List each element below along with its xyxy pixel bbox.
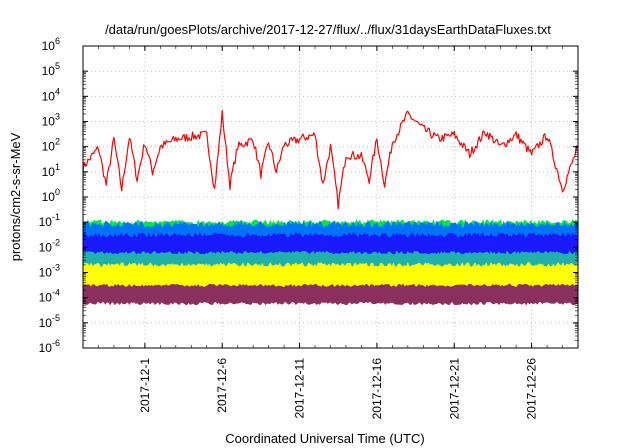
x-tick-label: 2017-12-26 bbox=[525, 358, 539, 420]
y-tick-label: 104 bbox=[42, 86, 60, 103]
y-tick-label: 105 bbox=[42, 61, 60, 78]
y-axis-label: protons/cm2-s-sr-MeV bbox=[8, 132, 23, 261]
tick-marks bbox=[83, 45, 578, 349]
y-tick-label: 103 bbox=[42, 112, 60, 129]
y-tick-label: 10-1 bbox=[39, 212, 60, 229]
x-tick-label: 2017-12-21 bbox=[447, 358, 461, 420]
chart-title: /data/run/goesPlots/archive/2017-12-27/f… bbox=[105, 22, 551, 37]
x-tick-label: 2017-12-11 bbox=[293, 358, 307, 419]
series-0-line bbox=[82, 110, 579, 210]
y-tick-label: 101 bbox=[42, 162, 60, 179]
x-tick-labels: 2017-12-1 2017-12-6 2017-12-11 2017-12-16 20… bbox=[138, 358, 539, 420]
x-axis-label: Coordinated Universal Time (UTC) bbox=[225, 431, 424, 446]
y-tick-labels: 10-6 10-5 10-4 10-3 10-2 10-1 100 101 102 103 104 1… bbox=[39, 36, 60, 355]
y-tick-label: 10-5 bbox=[39, 313, 60, 330]
y-tick-label: 10-2 bbox=[39, 237, 60, 254]
y-tick-label: 106 bbox=[42, 36, 60, 53]
series-6-band bbox=[82, 283, 578, 306]
series-layer bbox=[82, 110, 579, 306]
y-tick-label: 10-6 bbox=[39, 338, 60, 355]
y-tick-label: 10-4 bbox=[39, 288, 60, 305]
x-tick-label: 2017-12-16 bbox=[370, 358, 384, 420]
x-tick-label: 2017-12-6 bbox=[215, 358, 229, 413]
y-tick-label: 10-3 bbox=[39, 263, 60, 280]
y-tick-label: 102 bbox=[42, 137, 60, 154]
x-tick-label: 2017-12-1 bbox=[138, 358, 152, 413]
y-tick-label: 100 bbox=[42, 187, 60, 204]
